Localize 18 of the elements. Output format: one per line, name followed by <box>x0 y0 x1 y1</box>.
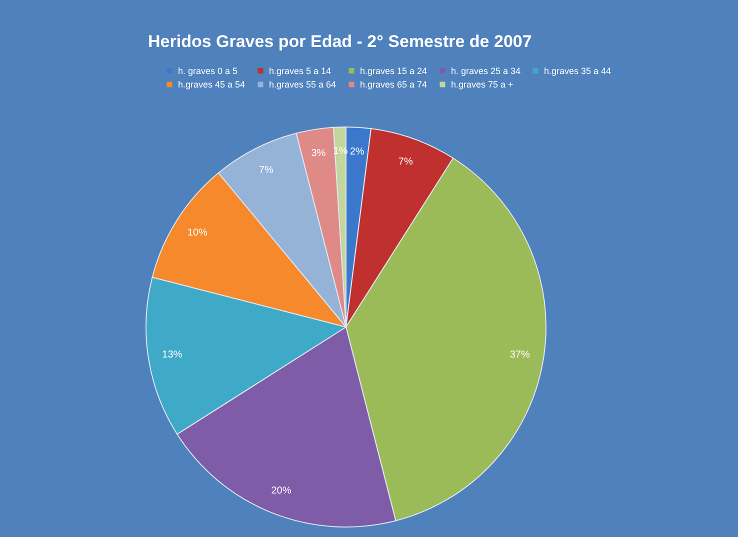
legend-label: h.graves 55 a 64 <box>269 80 336 90</box>
legend-label: h.graves 75 a + <box>451 80 514 90</box>
data-label: 7% <box>258 165 274 176</box>
data-label: 7% <box>398 156 413 168</box>
legend-label: h.graves 5 a 14 <box>269 66 332 76</box>
legend-label: h. graves 0 a 5 <box>178 66 238 76</box>
data-label: 10% <box>187 228 208 239</box>
data-label: 20% <box>271 486 292 497</box>
data-label: 13% <box>162 350 182 361</box>
legend-label: h. graves 25 a 34 <box>451 66 521 76</box>
data-label: 37% <box>510 350 530 361</box>
data-label: 3% <box>311 148 326 160</box>
chart-title: Heridos Graves por Edad - 2° Semestre de 2007 <box>148 32 532 51</box>
legend-label: h.graves 45 a 54 <box>178 80 246 90</box>
data-label: 2% <box>350 146 364 158</box>
legend-label: h.graves 35 a 44 <box>544 66 612 76</box>
legend-label: h.graves 65 a 74 <box>360 80 428 90</box>
legend-label: h.graves 15 a 24 <box>360 66 428 76</box>
